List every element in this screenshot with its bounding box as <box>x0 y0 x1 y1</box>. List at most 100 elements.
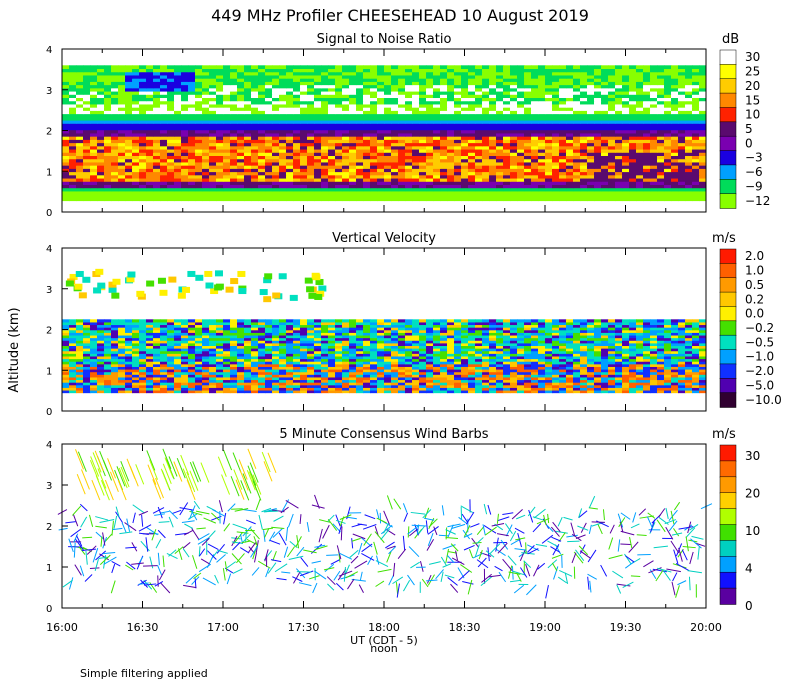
snr-cell <box>153 174 161 179</box>
velocity-cell <box>412 369 420 373</box>
velocity-cell <box>552 369 560 373</box>
velocity-cell <box>503 369 511 373</box>
snr-cell <box>139 116 147 121</box>
snr-cell <box>650 197 658 202</box>
snr-cell <box>657 142 665 147</box>
snr-cell <box>272 68 280 73</box>
velocity-cell <box>622 382 630 386</box>
snr-cell <box>153 194 161 198</box>
snr-cell <box>279 184 287 189</box>
velocity-cell <box>468 363 476 367</box>
snr-cell <box>230 132 238 137</box>
velocity-cell <box>664 374 672 378</box>
snr-cell <box>363 81 371 86</box>
snr-cell <box>202 113 210 118</box>
snr-cell <box>335 65 343 70</box>
velocity-cell <box>272 376 280 381</box>
snr-cell <box>391 145 399 150</box>
snr-cell <box>237 197 245 202</box>
snr-cell <box>349 190 357 195</box>
snr-cell <box>454 126 462 131</box>
snr-cell <box>153 78 161 82</box>
snr-cell <box>125 136 133 140</box>
snr-cell <box>272 126 280 131</box>
snr-cell <box>356 87 364 92</box>
snr-cell <box>405 165 413 169</box>
snr-cell <box>685 171 693 176</box>
snr-cell <box>125 87 133 92</box>
snr-cell <box>69 110 77 115</box>
snr-cell <box>328 132 336 137</box>
snr-cell <box>202 120 210 124</box>
snr-cell <box>650 194 658 198</box>
snr-cell <box>412 91 420 95</box>
snr-cell <box>62 120 70 124</box>
snr-cell <box>118 107 126 111</box>
snr-cell <box>594 65 602 70</box>
velocity-cell <box>195 379 203 383</box>
snr-cell <box>286 174 294 179</box>
snr-cell <box>356 161 364 166</box>
snr-cell <box>251 94 259 99</box>
snr-cell <box>643 120 651 124</box>
snr-cell <box>629 129 637 134</box>
snr-cell <box>146 190 154 195</box>
snr-cell <box>412 103 420 108</box>
velocity-cell <box>265 376 273 381</box>
velocity-cell <box>314 376 322 381</box>
snr-cell <box>125 132 133 137</box>
snr-cell <box>636 126 644 131</box>
velocity-cell <box>552 376 560 381</box>
snr-cell <box>398 161 406 166</box>
snr-cell <box>132 87 140 92</box>
velocity-cell <box>223 366 231 370</box>
velocity-cell <box>664 363 672 367</box>
velocity-cell <box>104 387 112 391</box>
snr-cell <box>566 91 574 95</box>
snr-cell <box>356 139 364 144</box>
snr-cell <box>265 197 273 202</box>
snr-cell <box>237 171 245 176</box>
snr-cell <box>636 181 644 185</box>
snr-cell <box>181 100 189 105</box>
snr-cell <box>615 197 623 202</box>
snr-cell <box>118 194 126 198</box>
snr-cell <box>678 84 686 89</box>
snr-cell <box>433 197 441 202</box>
snr-cell <box>307 168 315 173</box>
snr-cell <box>321 97 329 102</box>
snr-cell <box>132 74 140 79</box>
snr-cell <box>132 152 140 156</box>
velocity-cell <box>69 361 77 365</box>
velocity-cell <box>328 384 336 388</box>
snr-cell <box>223 68 231 73</box>
snr-cell <box>272 155 280 160</box>
snr-cell <box>671 194 679 198</box>
snr-cell <box>76 123 84 128</box>
snr-cell <box>370 110 378 115</box>
snr-cell <box>286 145 294 150</box>
snr-cell <box>286 155 294 160</box>
snr-cell <box>153 142 161 147</box>
snr-cell <box>111 65 119 70</box>
snr-cell <box>300 126 308 131</box>
snr-cell <box>230 126 238 131</box>
snr-cell <box>90 197 98 202</box>
velocity-cell <box>209 379 217 383</box>
velocity-cell <box>153 379 161 383</box>
snr-cell <box>174 91 182 95</box>
velocity-cell <box>195 366 203 370</box>
snr-cell <box>265 129 273 134</box>
snr-cell <box>363 87 371 92</box>
snr-cell <box>482 165 490 169</box>
velocity-cell <box>531 379 539 383</box>
velocity-cell <box>461 387 469 391</box>
velocity-cell <box>580 374 588 378</box>
velocity-cell <box>384 379 392 383</box>
snr-cell <box>139 165 147 169</box>
snr-cell <box>580 65 588 70</box>
snr-cell <box>307 103 315 108</box>
snr-cell <box>286 190 294 195</box>
snr-cell <box>216 149 224 153</box>
snr-cell <box>552 123 560 128</box>
